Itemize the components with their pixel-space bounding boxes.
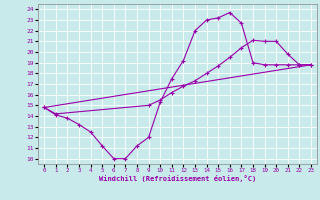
X-axis label: Windchill (Refroidissement éolien,°C): Windchill (Refroidissement éolien,°C) [99,175,256,182]
